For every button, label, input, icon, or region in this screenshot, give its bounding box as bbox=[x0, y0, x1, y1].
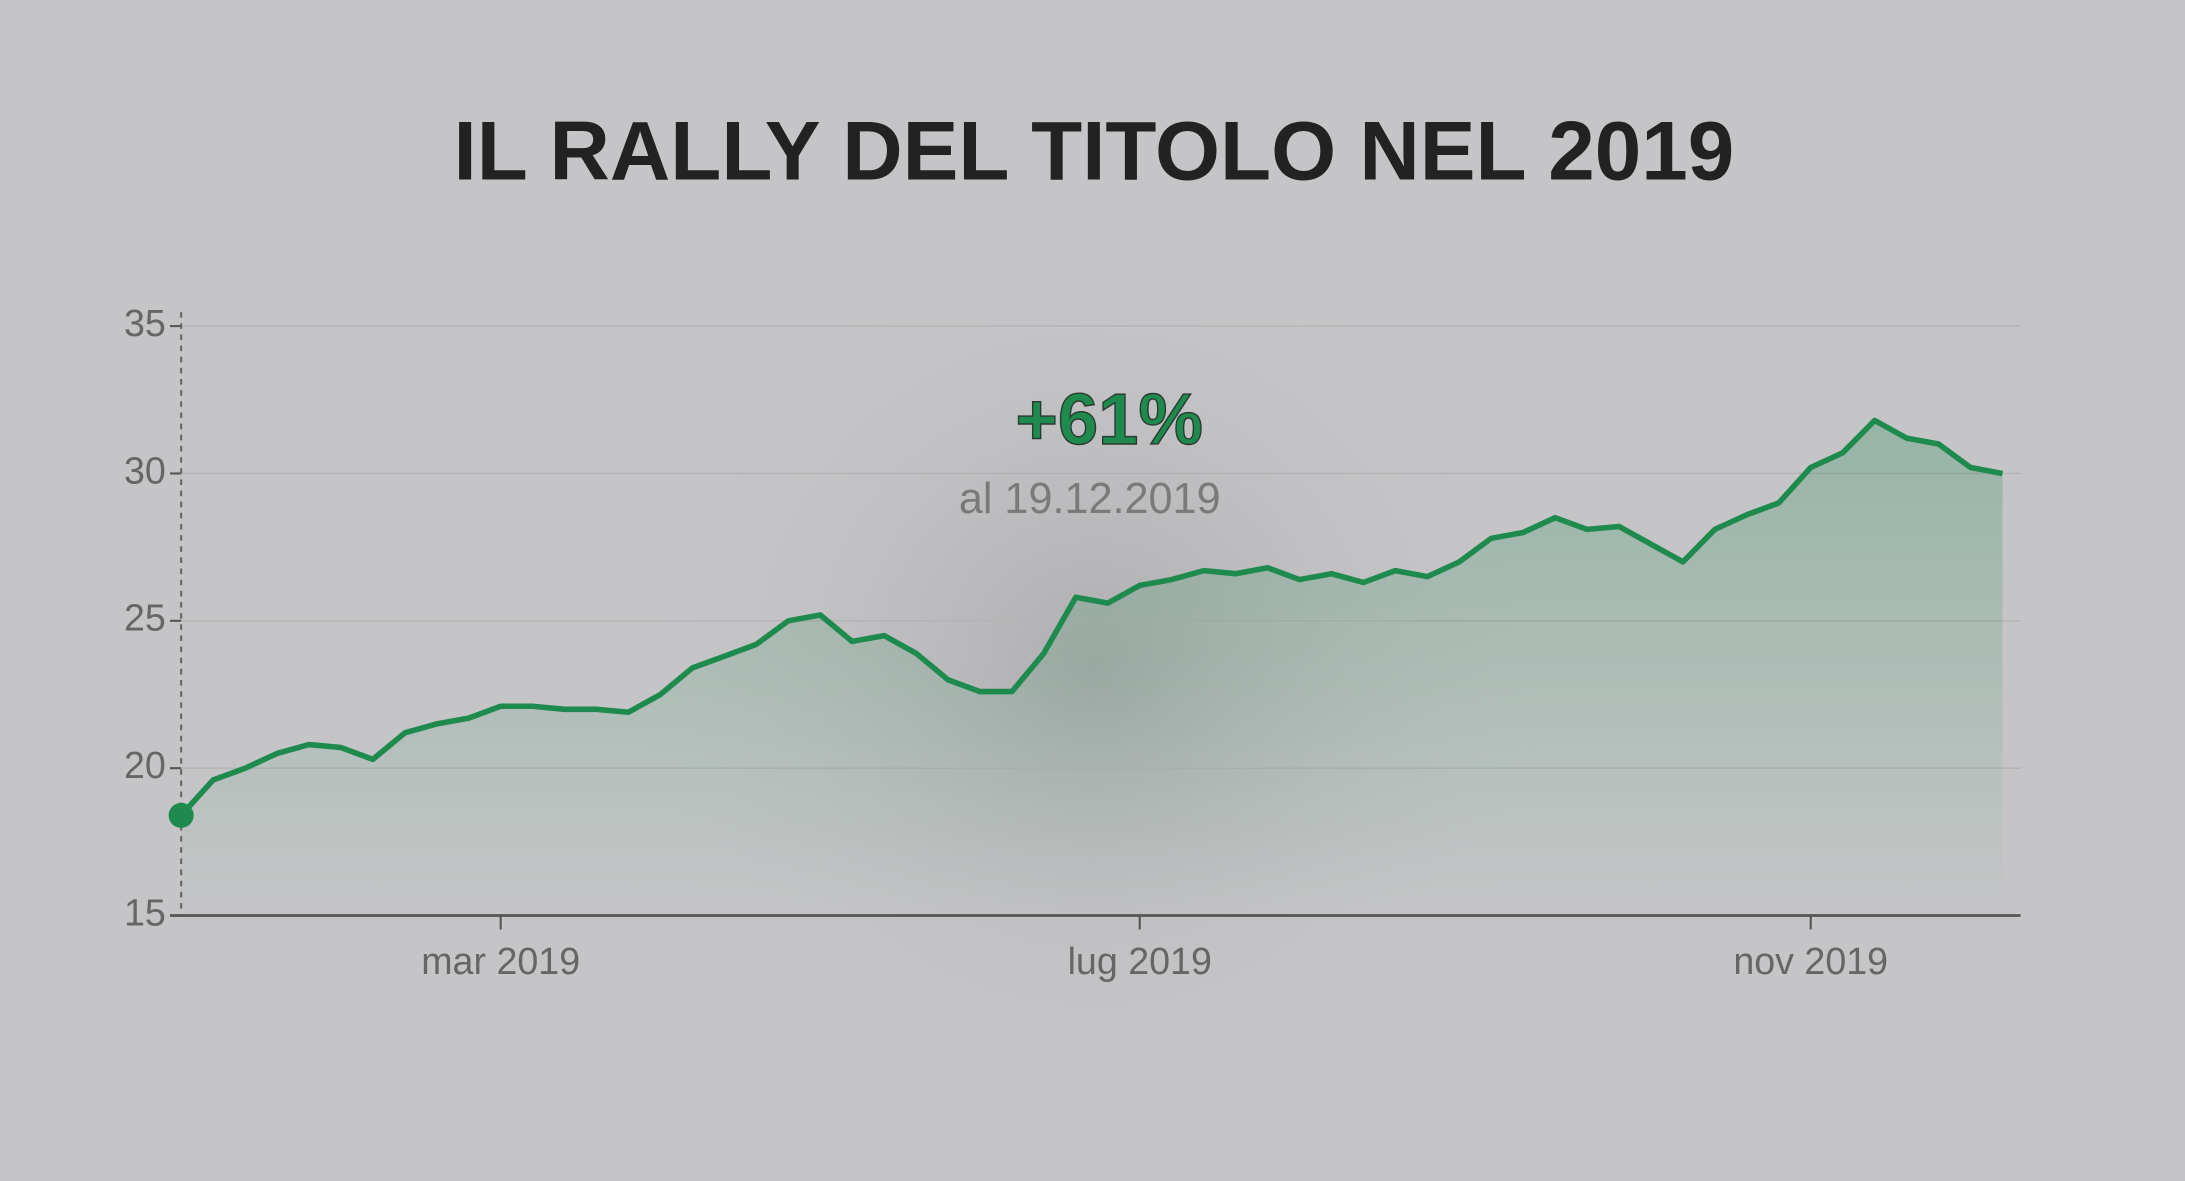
annotation-value: +61% bbox=[1016, 379, 1203, 460]
y-tick-label: 35 bbox=[124, 302, 166, 344]
chart-title: IL RALLY DEL TITOLO NEL 2019 bbox=[453, 104, 1734, 198]
y-tick-label: 20 bbox=[124, 744, 166, 786]
y-tick-label: 25 bbox=[124, 597, 166, 639]
line bbox=[179, 417, 2003, 818]
x-tick-label: nov 2019 bbox=[1733, 940, 1888, 982]
y-tick-label: 30 bbox=[124, 449, 166, 491]
line-area bbox=[181, 420, 2003, 916]
x-tick-label: mar 2019 bbox=[421, 940, 580, 982]
start-point bbox=[168, 802, 194, 828]
annotation-date: al 19.12.2019 bbox=[959, 475, 1221, 523]
x-tick-label: lug 2019 bbox=[1068, 940, 1212, 982]
y-tick-label: 15 bbox=[124, 891, 166, 933]
